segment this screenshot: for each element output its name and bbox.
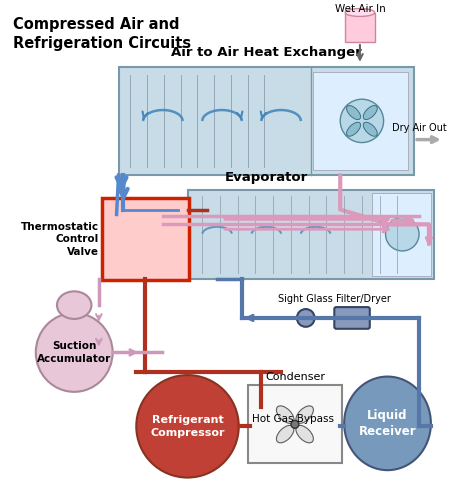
FancyBboxPatch shape <box>334 307 370 329</box>
Ellipse shape <box>276 425 294 443</box>
Circle shape <box>291 420 299 428</box>
FancyBboxPatch shape <box>118 67 414 175</box>
Text: Suction
Accumulator: Suction Accumulator <box>37 341 111 364</box>
Ellipse shape <box>296 425 313 443</box>
FancyBboxPatch shape <box>313 72 408 170</box>
Circle shape <box>136 375 239 478</box>
Ellipse shape <box>57 291 91 319</box>
Circle shape <box>386 217 419 251</box>
FancyBboxPatch shape <box>248 385 342 463</box>
Text: Filter/Dryer: Filter/Dryer <box>337 294 392 304</box>
Text: Thermostatic
Control
Valve: Thermostatic Control Valve <box>21 222 99 256</box>
Ellipse shape <box>276 406 294 423</box>
Ellipse shape <box>345 8 375 16</box>
Text: Dry Air Out: Dry Air Out <box>392 123 447 133</box>
Ellipse shape <box>346 122 360 136</box>
Ellipse shape <box>363 106 377 120</box>
FancyBboxPatch shape <box>372 193 431 276</box>
Text: Evaporator: Evaporator <box>225 171 308 184</box>
Text: Refrigerant
Compressor: Refrigerant Compressor <box>150 415 225 438</box>
Text: Sight Glass: Sight Glass <box>279 294 333 304</box>
Text: Wet Air In: Wet Air In <box>334 3 385 14</box>
Ellipse shape <box>363 122 377 136</box>
Text: Condenser: Condenser <box>265 372 325 382</box>
Ellipse shape <box>344 376 431 470</box>
Circle shape <box>340 99 383 143</box>
FancyBboxPatch shape <box>345 12 375 42</box>
FancyBboxPatch shape <box>188 190 434 279</box>
Circle shape <box>297 309 315 327</box>
Ellipse shape <box>296 406 313 423</box>
FancyBboxPatch shape <box>102 198 189 281</box>
Text: Compressed Air and
Refrigeration Circuits: Compressed Air and Refrigeration Circuit… <box>13 17 191 51</box>
Text: Hot Gas Bypass: Hot Gas Bypass <box>252 413 333 423</box>
Ellipse shape <box>346 106 360 120</box>
Text: Liquid
Receiver: Liquid Receiver <box>359 409 416 438</box>
Ellipse shape <box>36 313 112 392</box>
Text: Air to Air Heat Exchanger: Air to Air Heat Exchanger <box>171 46 362 59</box>
